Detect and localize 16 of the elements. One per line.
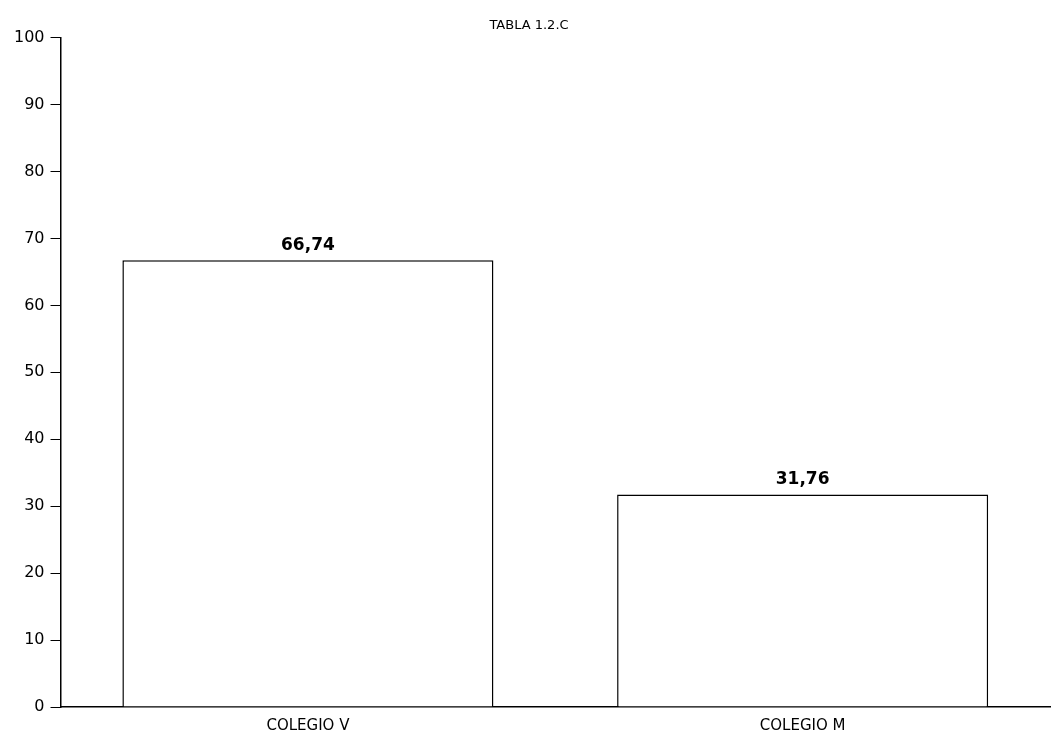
x-tick-label: COLEGIO V: [266, 715, 351, 734]
data-label: 66,74: [281, 234, 335, 255]
data-label: 31,76: [775, 468, 830, 489]
y-tick-label: 50: [24, 361, 45, 381]
y-tick-label: 90: [24, 93, 45, 113]
chart-title: TABLA 1.2.C: [488, 17, 569, 33]
y-tick-label: 10: [24, 629, 45, 649]
y-tick-label: 100: [13, 26, 45, 46]
y-tick-label: 20: [24, 562, 45, 582]
y-tick-label: 60: [24, 294, 45, 314]
y-tick-label: 0: [34, 696, 45, 716]
y-tick-label: 80: [24, 160, 45, 180]
y-tick-label: 70: [24, 227, 45, 247]
x-tick-label: COLEGIO M: [759, 715, 846, 734]
y-tick-label: 40: [24, 428, 45, 448]
y-tick-label: 30: [24, 495, 45, 515]
